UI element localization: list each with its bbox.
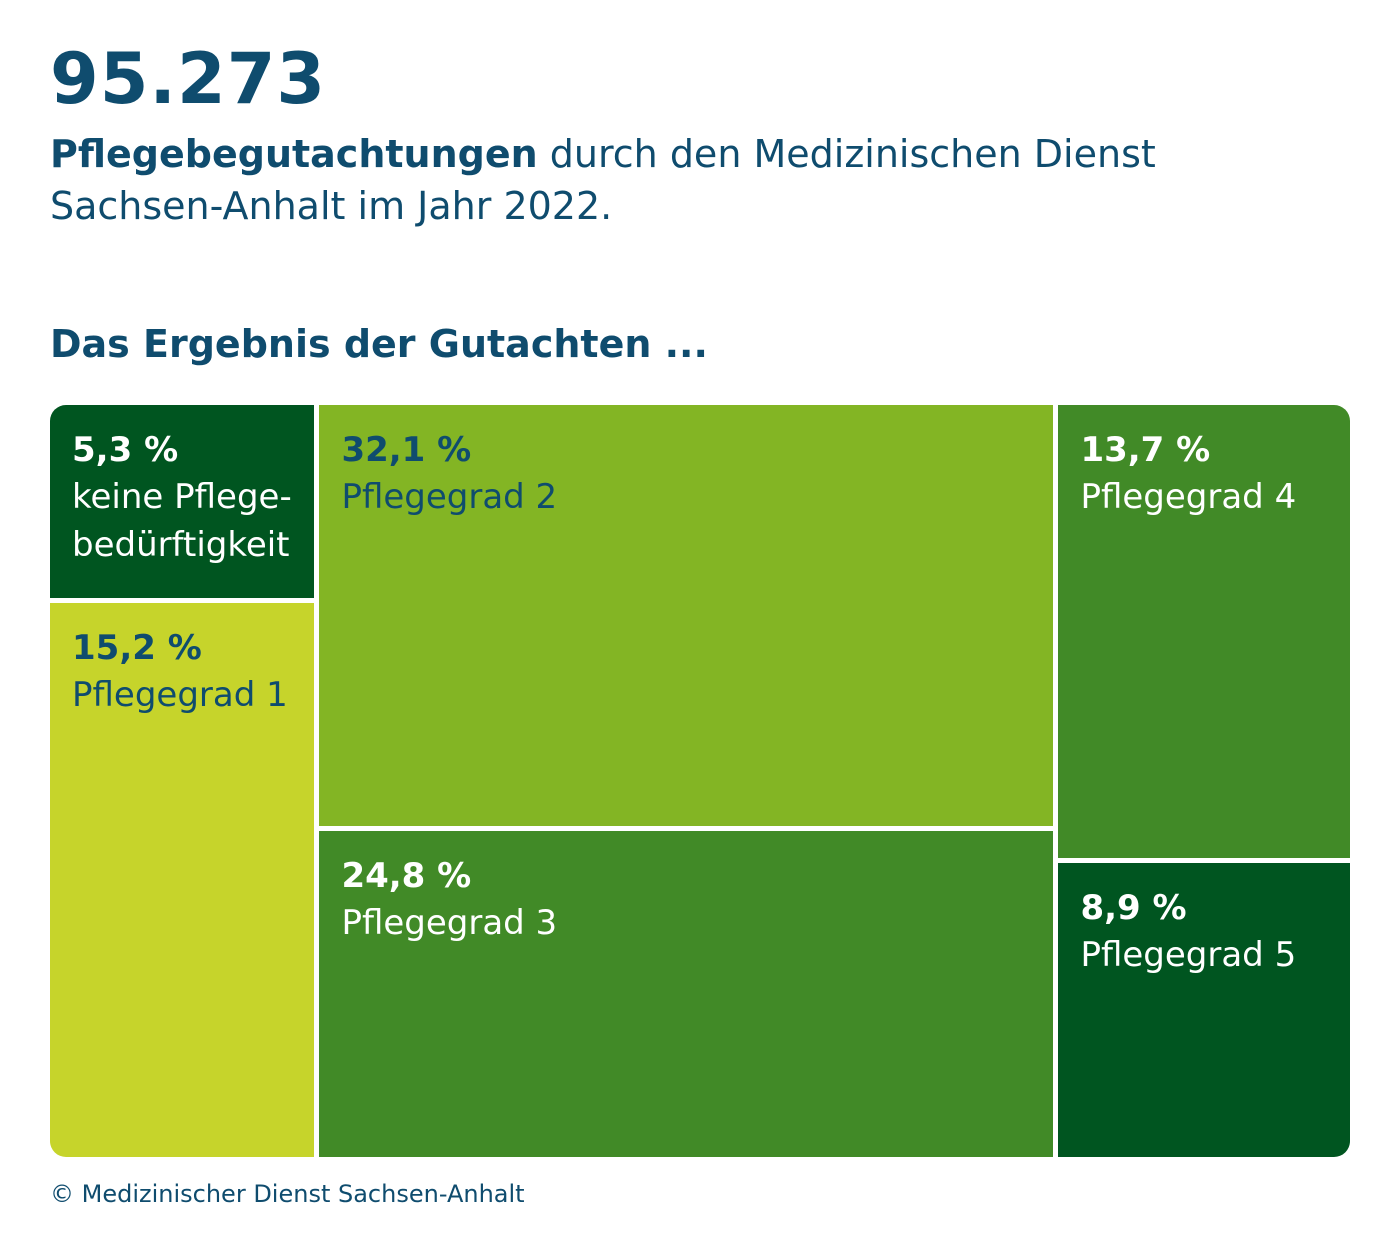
- subtitle-rest: durch den Medizinischen Dienst Sachsen-A…: [50, 132, 1156, 228]
- tile-pflegegrad-2: 32,1 % Pflegegrad 2: [319, 405, 1054, 827]
- tile-value: 5,3 %: [72, 430, 179, 470]
- tile-value: 32,1 %: [341, 430, 472, 470]
- tile-label: Pflegegrad 3: [341, 903, 558, 944]
- tile-value: 8,9 %: [1080, 887, 1187, 928]
- tile-label: Pflegegrad 1: [72, 675, 288, 716]
- tile-pflegegrad-4: 13,7 % Pflegegrad 4: [1058, 405, 1350, 858]
- tile-label: Pflegegrad 4: [1080, 477, 1297, 517]
- tile-value: 24,8 %: [341, 856, 472, 897]
- chart-title: Das Ergebnis der Gutachten ...: [50, 322, 708, 366]
- tile-pflegegrad-5: 8,9 % Pflegegrad 5: [1058, 862, 1350, 1157]
- subtitle: Pflegebegutachtungen durch den Medizinis…: [50, 128, 1200, 232]
- treemap-chart: 5,3 % keine Pflege-bedürftigkeit 15,2 % …: [50, 405, 1350, 1157]
- tile-pflegegrad-1: 15,2 % Pflegegrad 1: [50, 603, 315, 1157]
- copyright-credit: © Medizinischer Dienst Sachsen-Anhalt: [50, 1180, 525, 1208]
- tile-keine-pflegebeduerftigkeit: 5,3 % keine Pflege-bedürftigkeit: [50, 405, 315, 599]
- tile-pflegegrad-3: 24,8 % Pflegegrad 3: [319, 831, 1054, 1157]
- tile-label: Pflegegrad 2: [341, 477, 558, 517]
- tile-value: 15,2 %: [72, 628, 202, 669]
- tile-label: Pflegegrad 5: [1080, 934, 1297, 975]
- tile-value: 13,7 %: [1080, 430, 1211, 470]
- total-assessments: 95.273: [50, 38, 327, 120]
- tile-label: keine Pflege-bedürftigkeit: [72, 477, 292, 565]
- subtitle-bold: Pflegebegutachtungen: [50, 132, 538, 176]
